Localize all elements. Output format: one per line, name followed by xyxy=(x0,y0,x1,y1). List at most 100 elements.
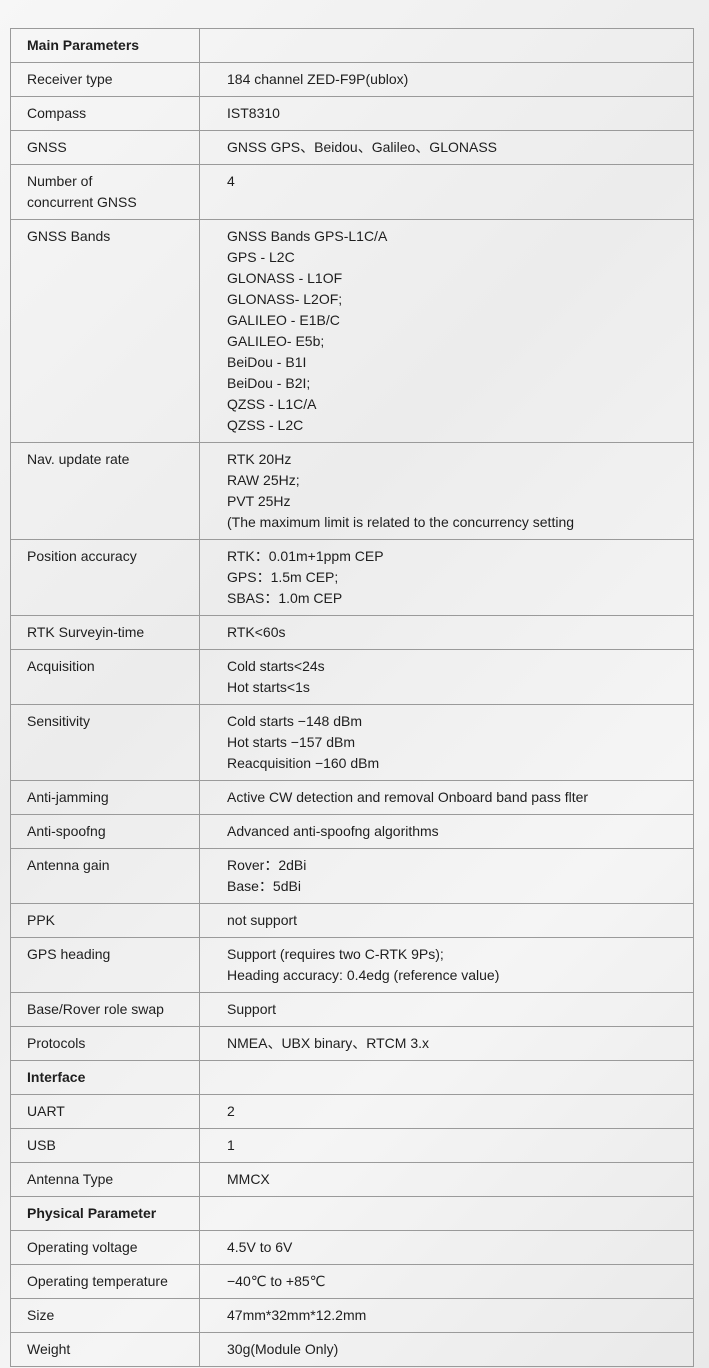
parameter-name: Sensitivity xyxy=(10,704,200,781)
parameter-name: Nav. update rate xyxy=(10,442,200,540)
label-line: PPK xyxy=(27,912,56,928)
table-row: Anti-jamming Active CW detection and remo… xyxy=(10,780,694,815)
label-line: Operating temperature xyxy=(27,1273,168,1289)
label-line: Receiver type xyxy=(27,71,113,87)
value-line: Active CW detection and removal Onboard … xyxy=(227,789,589,805)
value-line: 4 xyxy=(227,173,235,189)
table-row: RTK Surveyin-time RTK<60s xyxy=(10,615,694,650)
label-line: USB xyxy=(27,1137,56,1153)
parameter-value: 47mm*32mm*12.2mm xyxy=(199,1298,694,1333)
table-row: GNSS Bands GNSS Bands GPS-L1C/A GPS - L2C G… xyxy=(10,219,694,443)
value-line: Advanced anti-spoofng algorithms xyxy=(227,823,439,839)
value-line: BeiDou - B1I xyxy=(227,354,307,370)
parameter-name: Operating temperature xyxy=(10,1264,200,1299)
table-row: Compass IST8310 xyxy=(10,96,694,131)
parameter-name: PPK xyxy=(10,903,200,938)
value-line: Support (requires two C-RTK 9Ps); xyxy=(227,946,444,962)
table-row: Position accuracy RTK：0.01m+1ppm CEP GPS：1… xyxy=(10,539,694,616)
parameter-value: Advanced anti-spoofng algorithms xyxy=(199,814,694,849)
table-row: Antenna Type MMCX xyxy=(10,1162,694,1197)
section-header-row: Main Parameters xyxy=(10,28,694,63)
value-line: IST8310 xyxy=(227,105,280,121)
value-line: Hot starts −157 dBm xyxy=(227,734,356,750)
value-line: NMEA、UBX binary、RTCM 3.x xyxy=(227,1035,430,1051)
label-line: Interface xyxy=(27,1069,86,1085)
label-line: Physical Parameter xyxy=(27,1205,157,1221)
parameter-value: NMEA、UBX binary、RTCM 3.x xyxy=(199,1026,694,1061)
value-line: Cold starts −148 dBm xyxy=(227,713,363,729)
value-line: GLONASS- L2OF; xyxy=(227,291,343,307)
value-line: 184 channel ZED-F9P(ublox) xyxy=(227,71,409,87)
parameter-value: Cold starts<24s Hot starts<1s xyxy=(199,649,694,705)
parameter-value xyxy=(199,1196,694,1231)
parameter-value: 30g(Module Only) xyxy=(199,1332,694,1367)
section-header-row: Physical Parameter xyxy=(10,1196,694,1231)
table-row: UART 2 xyxy=(10,1094,694,1129)
table-row: Receiver type 184 channel ZED-F9P(ublox) xyxy=(10,62,694,97)
value-line: RAW 25Hz; xyxy=(227,472,300,488)
value-line: Support xyxy=(227,1001,277,1017)
parameter-name: Protocols xyxy=(10,1026,200,1061)
value-line: QZSS - L2C xyxy=(227,417,304,433)
parameter-value: RTK：0.01m+1ppm CEP GPS：1.5m CEP; SBAS：1.0m… xyxy=(199,539,694,616)
label-line: RTK Surveyin-time xyxy=(27,624,145,640)
value-line: 4.5V to 6V xyxy=(227,1239,293,1255)
parameter-value xyxy=(199,1060,694,1095)
table-row: Weight 30g(Module Only) xyxy=(10,1332,694,1367)
parameter-value: Active CW detection and removal Onboard … xyxy=(199,780,694,815)
value-line: GNSS Bands GPS-L1C/A xyxy=(227,228,388,244)
specifications-table: Main Parameters Receiver type 184 channel … xyxy=(10,28,694,1367)
parameter-value: RTK 20Hz RAW 25Hz; PVT 25Hz (The maximum li… xyxy=(199,442,694,540)
parameter-value: MMCX xyxy=(199,1162,694,1197)
label-line: GNSS xyxy=(27,139,67,155)
section-header-row: Interface xyxy=(10,1060,694,1095)
table-row: Size 47mm*32mm*12.2mm xyxy=(10,1298,694,1333)
label-line: Anti-jamming xyxy=(27,789,109,805)
parameter-name: Base/Rover role swap xyxy=(10,992,200,1027)
parameter-value: RTK<60s xyxy=(199,615,694,650)
parameter-name: Receiver type xyxy=(10,62,200,97)
parameter-name: Acquisition xyxy=(10,649,200,705)
label-line: Base/Rover role swap xyxy=(27,1001,164,1017)
table-row: Number of concurrent GNSS 4 xyxy=(10,164,694,220)
parameter-name: Compass xyxy=(10,96,200,131)
value-line: BeiDou - B2I; xyxy=(227,375,311,391)
parameter-name: UART xyxy=(10,1094,200,1129)
parameter-name: USB xyxy=(10,1128,200,1163)
value-line: RTK：0.01m+1ppm CEP xyxy=(227,548,384,564)
value-line: PVT 25Hz xyxy=(227,493,291,509)
table-row: Nav. update rate RTK 20Hz RAW 25Hz; PVT 25H… xyxy=(10,442,694,540)
parameter-name: Antenna Type xyxy=(10,1162,200,1197)
parameter-value: GNSS Bands GPS-L1C/A GPS - L2C GLONASS - L… xyxy=(199,219,694,443)
parameter-name: Antenna gain xyxy=(10,848,200,904)
value-line: (The maximum limit is related to the con… xyxy=(227,514,575,530)
section-title: Main Parameters xyxy=(10,28,200,63)
label-line: Antenna Type xyxy=(27,1171,114,1187)
label-line: Anti-spoofng xyxy=(27,823,106,839)
section-title: Interface xyxy=(10,1060,200,1095)
label-line: Acquisition xyxy=(27,658,95,674)
value-line: 47mm*32mm*12.2mm xyxy=(227,1307,367,1323)
value-line: Heading accuracy: 0.4edg (reference valu… xyxy=(227,967,500,983)
parameter-value xyxy=(199,28,694,63)
value-line: 30g(Module Only) xyxy=(227,1341,339,1357)
value-line: RTK<60s xyxy=(227,624,286,640)
label-line: GNSS Bands xyxy=(27,228,111,244)
table-row: Antenna gain Rover：2dBi Base：5dBi xyxy=(10,848,694,904)
table-row: Protocols NMEA、UBX binary、RTCM 3.x xyxy=(10,1026,694,1061)
parameter-value: GNSS GPS、Beidou、Galileo、GLONASS xyxy=(199,130,694,165)
value-line: GPS：1.5m CEP; xyxy=(227,569,339,585)
parameter-name: GNSS xyxy=(10,130,200,165)
table-row: USB 1 xyxy=(10,1128,694,1163)
value-line: GALILEO - E1B/C xyxy=(227,312,340,328)
parameter-value: Rover：2dBi Base：5dBi xyxy=(199,848,694,904)
parameter-value: 4 xyxy=(199,164,694,220)
value-line: SBAS：1.0m CEP xyxy=(227,590,343,606)
parameter-name: Position accuracy xyxy=(10,539,200,616)
value-line: Cold starts<24s xyxy=(227,658,325,674)
label-line: Sensitivity xyxy=(27,713,91,729)
value-line: GNSS GPS、Beidou、Galileo、GLONASS xyxy=(227,139,497,155)
parameter-name: GNSS Bands xyxy=(10,219,200,443)
label-line: Protocols xyxy=(27,1035,86,1051)
value-line: GPS - L2C xyxy=(227,249,295,265)
